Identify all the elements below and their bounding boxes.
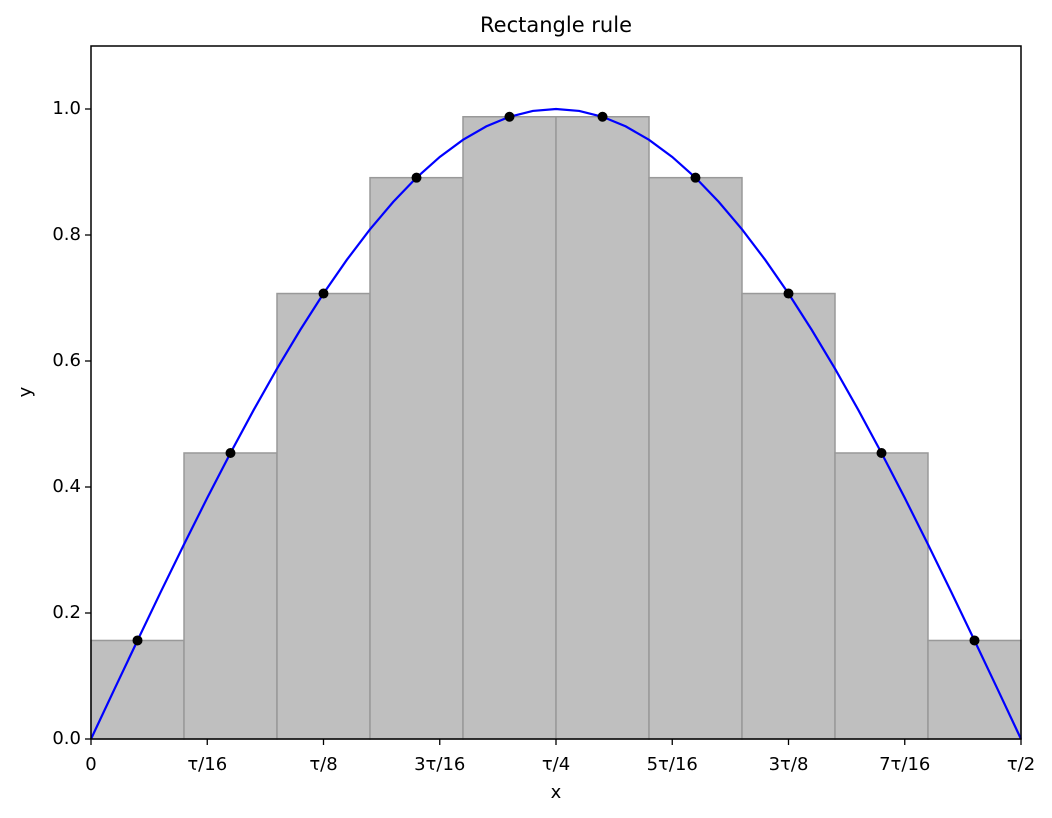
point <box>969 635 980 646</box>
point <box>411 172 422 183</box>
curve <box>90 107 1022 740</box>
bar <box>927 639 1022 740</box>
y-tick-label: 0.8 <box>52 224 81 245</box>
x-axis-label: x <box>551 782 562 803</box>
bar <box>183 452 278 740</box>
point <box>504 111 515 122</box>
x-tick-label: 0 <box>85 754 96 775</box>
y-tick-label: 0.0 <box>52 728 81 749</box>
x-tick-label: τ/2 <box>1007 754 1035 775</box>
point <box>690 172 701 183</box>
point <box>783 288 794 299</box>
x-tick-label: τ/8 <box>309 754 337 775</box>
y-tick-label: 1.0 <box>52 98 81 119</box>
bar <box>648 176 743 740</box>
x-tick-label: 3τ/16 <box>414 754 465 775</box>
point <box>597 111 608 122</box>
x-tick-label: 7τ/16 <box>879 754 930 775</box>
bar <box>462 115 557 740</box>
x-tick-label: 5τ/16 <box>647 754 698 775</box>
chart-title: Rectangle rule <box>480 13 632 37</box>
point <box>318 288 329 299</box>
point <box>132 635 143 646</box>
y-tick-label: 0.4 <box>52 476 81 497</box>
y-axis-label: y <box>15 386 36 397</box>
x-tick-label: τ/4 <box>542 754 570 775</box>
x-tick-label: 3τ/8 <box>769 754 809 775</box>
bar <box>90 639 185 740</box>
point <box>225 447 236 458</box>
bar <box>276 292 371 740</box>
bar <box>741 292 836 740</box>
point <box>876 447 887 458</box>
y-tick-label: 0.2 <box>52 602 81 623</box>
x-tick-label: τ/16 <box>187 754 227 775</box>
bar <box>555 115 650 740</box>
bar <box>369 176 464 740</box>
y-tick-label: 0.6 <box>52 350 81 371</box>
bar <box>834 452 929 740</box>
